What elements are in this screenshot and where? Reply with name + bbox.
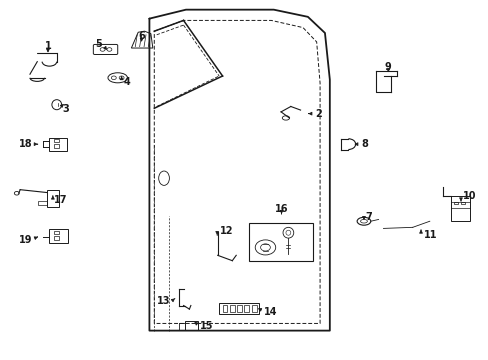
Bar — [237, 305, 242, 312]
Bar — [450, 196, 469, 221]
Text: 9: 9 — [384, 62, 391, 72]
Text: 5: 5 — [95, 40, 102, 49]
Text: 17: 17 — [54, 195, 68, 206]
Text: 4: 4 — [123, 77, 130, 87]
Bar — [461, 202, 465, 204]
Bar — [229, 305, 234, 312]
Text: 6: 6 — [138, 31, 145, 41]
Bar — [54, 139, 59, 142]
Text: 2: 2 — [315, 109, 321, 119]
Text: 3: 3 — [62, 104, 69, 114]
Bar — [54, 144, 59, 148]
Text: 19: 19 — [19, 235, 32, 245]
Bar — [49, 138, 66, 151]
Bar — [54, 230, 59, 234]
Text: 14: 14 — [264, 307, 277, 316]
Text: 12: 12 — [219, 226, 233, 236]
Bar — [453, 202, 457, 204]
Bar — [251, 305, 256, 312]
Text: 1: 1 — [44, 41, 51, 50]
Bar — [54, 236, 59, 240]
Text: 16: 16 — [274, 204, 288, 215]
Text: 11: 11 — [423, 230, 437, 240]
Text: 10: 10 — [462, 191, 475, 201]
Bar — [222, 305, 227, 312]
Text: 13: 13 — [157, 296, 170, 306]
Bar — [218, 303, 258, 314]
Bar — [244, 305, 249, 312]
Bar — [47, 190, 59, 207]
Bar — [249, 223, 312, 261]
Bar — [38, 201, 47, 205]
Text: 7: 7 — [365, 212, 371, 221]
Text: 18: 18 — [19, 139, 32, 149]
Text: 8: 8 — [361, 139, 367, 149]
Bar — [184, 320, 198, 329]
Text: 15: 15 — [199, 321, 213, 331]
Bar — [49, 229, 68, 243]
